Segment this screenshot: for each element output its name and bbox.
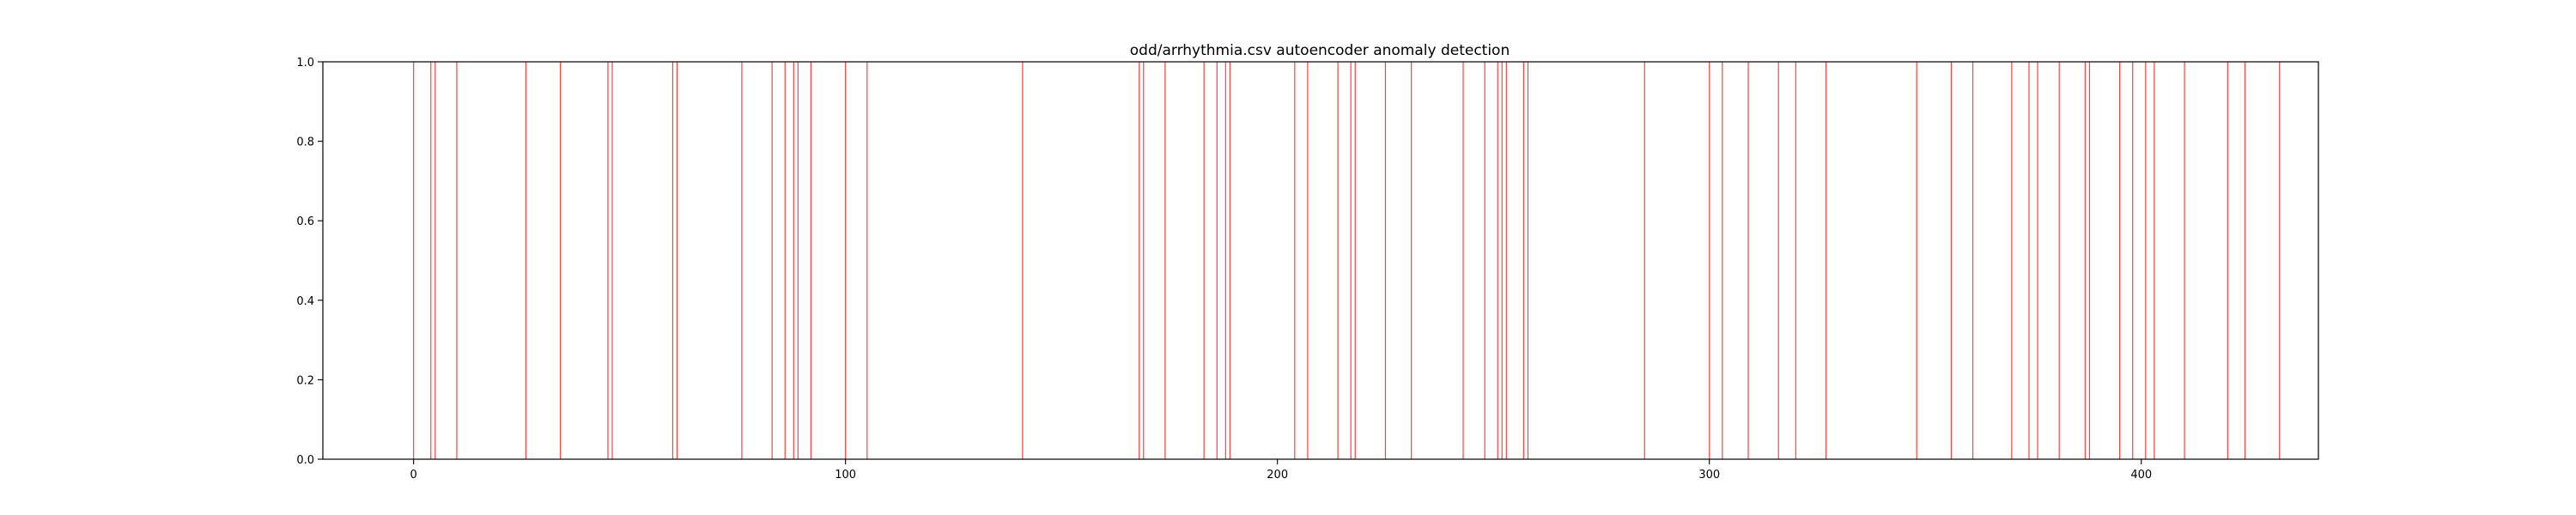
- y-tick-label: 0.0: [296, 454, 314, 467]
- x-tick-label: 100: [835, 469, 856, 482]
- y-tick-label: 0.6: [296, 215, 314, 228]
- x-tick-label: 200: [1267, 469, 1288, 482]
- plot-frame: [322, 61, 2319, 460]
- y-tick-label: 1.0: [296, 57, 314, 70]
- y-tick-label: 0.8: [296, 136, 314, 149]
- y-tick-label: 0.4: [296, 295, 314, 308]
- anomaly-marks: [413, 62, 2281, 459]
- chart-title: odd/arrhythmia.csv autoencoder anomaly d…: [1130, 42, 1510, 59]
- y-axis: 0.0 0.2 0.4 0.6 0.8 1.0: [296, 57, 323, 467]
- x-axis: 0 100 200 300 400: [410, 459, 2152, 482]
- x-tick-label: 0: [410, 469, 416, 482]
- x-tick-label: 300: [1698, 469, 1720, 482]
- x-tick-label: 400: [2130, 469, 2152, 482]
- y-tick-label: 0.2: [296, 374, 314, 387]
